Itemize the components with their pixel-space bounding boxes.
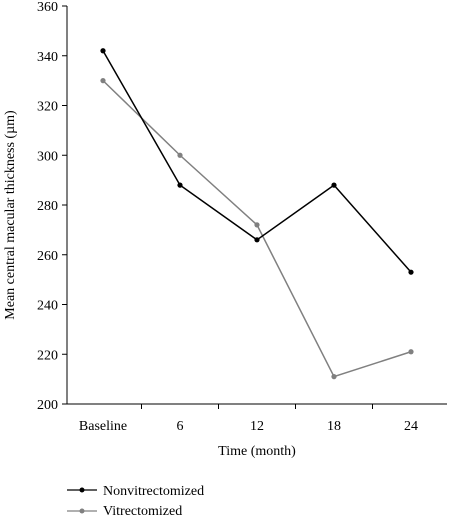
data-point-nonvitrectomized: [177, 182, 183, 188]
y-tick-label: 360: [37, 0, 58, 15]
legend-label-nonvitrectomized: Nonvitrectomized: [103, 484, 204, 499]
y-tick-label: 300: [37, 149, 58, 164]
data-point-vitrectomized: [408, 349, 414, 355]
data-point-nonvitrectomized: [100, 48, 106, 54]
y-tick-label: 340: [37, 50, 58, 65]
data-point-vitrectomized: [254, 222, 260, 228]
x-axis-ticks: Baseline 6 12 18 24: [79, 404, 418, 434]
series-line-vitrectomized: [102, 80, 412, 378]
x-tick-label: 18: [327, 419, 341, 434]
x-tick-label: 12: [250, 419, 264, 434]
y-tick-label: 220: [37, 348, 58, 363]
data-point-nonvitrectomized: [254, 237, 260, 243]
data-point-vitrectomized: [100, 78, 106, 84]
data-point-vitrectomized: [177, 152, 183, 158]
x-tick-label: Baseline: [79, 419, 127, 434]
legend-marker-nonvitrectomized: [79, 487, 85, 493]
y-axis-label: Mean central macular thickness (µm): [3, 110, 18, 320]
y-tick-label: 200: [37, 398, 58, 413]
plot-area: [66, 6, 447, 405]
y-tick-label: 240: [37, 299, 58, 314]
legend-entry-nonvitrectomized: Nonvitrectomized: [67, 484, 204, 499]
legend-marker-vitrectomized: [79, 508, 85, 514]
series-layer: [100, 48, 414, 380]
y-tick-label: 280: [37, 199, 58, 214]
data-point-nonvitrectomized: [331, 182, 337, 188]
x-tick-label: 24: [404, 419, 418, 434]
legend-label-vitrectomized: Vitrectomized: [103, 504, 182, 516]
y-tick-label: 260: [37, 249, 58, 264]
x-tick-label: 6: [177, 419, 184, 434]
y-tick-label: 320: [37, 100, 58, 115]
y-axis-ticks: 200 220 240 260 280 300 320 340 360: [37, 0, 67, 413]
data-point-nonvitrectomized: [408, 269, 414, 275]
legend: Nonvitrectomized Vitrectomized: [67, 484, 204, 516]
legend-entry-vitrectomized: Vitrectomized: [67, 504, 182, 516]
x-axis-label: Time (month): [218, 444, 296, 459]
data-point-vitrectomized: [331, 374, 337, 380]
